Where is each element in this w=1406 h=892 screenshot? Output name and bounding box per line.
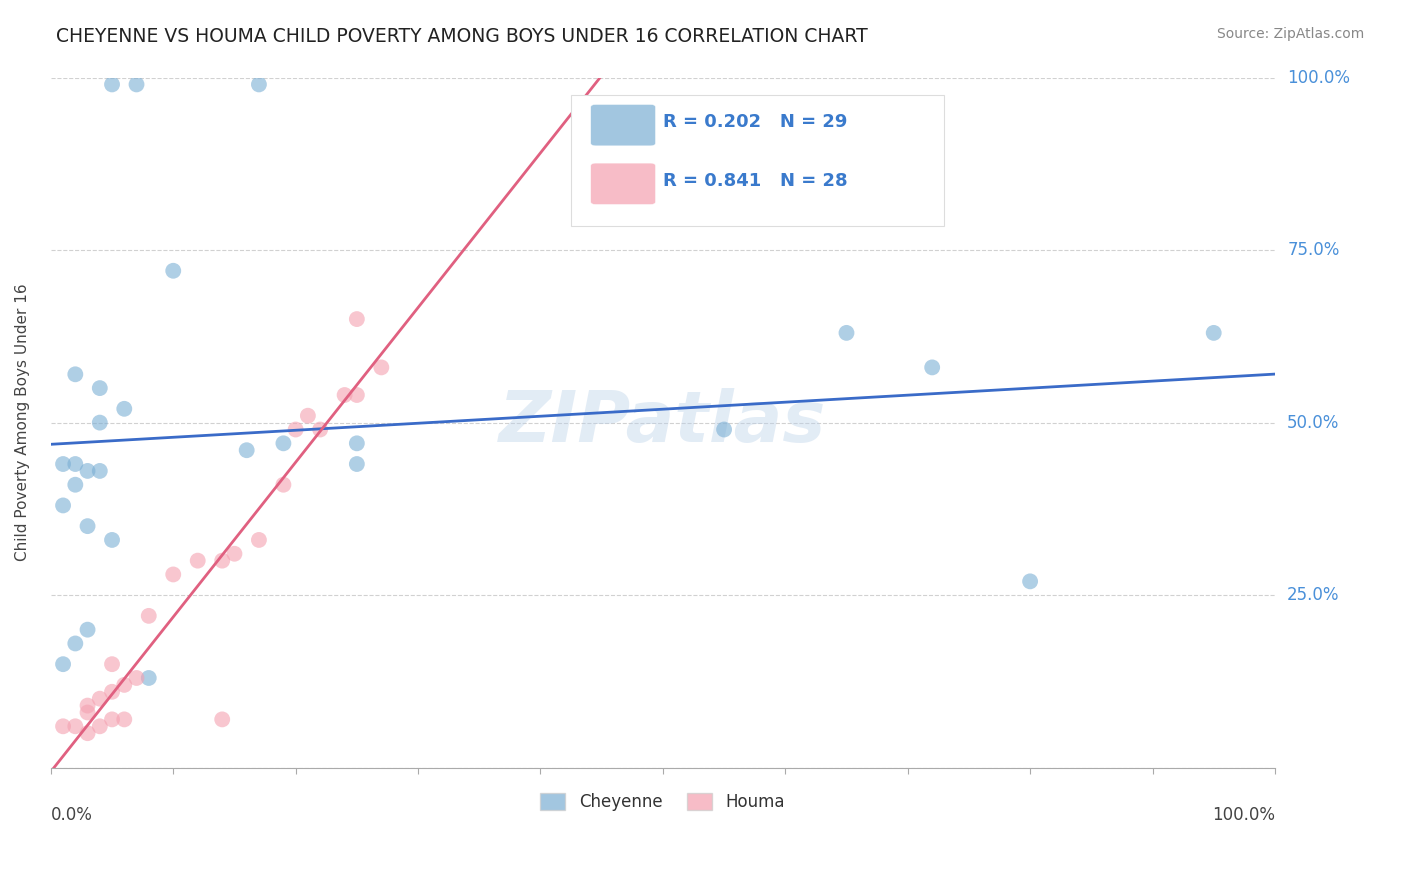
Point — [65, 636, 87, 650]
Point — [125, 671, 148, 685]
Point — [309, 423, 332, 437]
Point — [65, 457, 87, 471]
FancyBboxPatch shape — [571, 95, 945, 226]
Point — [247, 533, 270, 547]
Text: CHEYENNE VS HOUMA CHILD POVERTY AMONG BOYS UNDER 16 CORRELATION CHART: CHEYENNE VS HOUMA CHILD POVERTY AMONG BO… — [56, 27, 868, 45]
Text: 100.0%: 100.0% — [1212, 805, 1275, 823]
Point — [76, 726, 98, 740]
Point — [333, 388, 356, 402]
Text: R = 0.202   N = 29: R = 0.202 N = 29 — [662, 113, 848, 131]
Point — [1202, 326, 1225, 340]
Point — [284, 423, 307, 437]
Point — [138, 671, 160, 685]
Point — [112, 712, 135, 726]
Point — [101, 657, 124, 672]
Point — [112, 678, 135, 692]
Point — [101, 533, 124, 547]
Point — [65, 477, 87, 491]
Point — [1019, 574, 1042, 589]
Point — [187, 554, 209, 568]
Text: 75.0%: 75.0% — [1286, 241, 1340, 259]
Point — [101, 712, 124, 726]
Point — [65, 368, 87, 382]
Point — [52, 719, 75, 733]
Text: 50.0%: 50.0% — [1286, 414, 1340, 432]
Point — [211, 712, 233, 726]
Point — [224, 547, 246, 561]
Text: 0.0%: 0.0% — [51, 805, 93, 823]
Text: 25.0%: 25.0% — [1286, 586, 1340, 604]
Point — [162, 567, 184, 582]
Point — [52, 457, 75, 471]
Point — [273, 436, 295, 450]
Point — [346, 388, 368, 402]
Point — [346, 457, 368, 471]
Point — [346, 312, 368, 326]
Point — [89, 691, 111, 706]
Point — [273, 477, 295, 491]
Legend: Cheyenne, Houma: Cheyenne, Houma — [534, 787, 792, 818]
Point — [89, 719, 111, 733]
Text: ZIPatlas: ZIPatlas — [499, 388, 827, 457]
Point — [76, 623, 98, 637]
FancyBboxPatch shape — [591, 104, 655, 146]
Point — [65, 719, 87, 733]
Point — [89, 381, 111, 395]
Point — [76, 698, 98, 713]
Point — [138, 608, 160, 623]
Point — [125, 78, 148, 92]
Point — [76, 706, 98, 720]
Point — [921, 360, 943, 375]
Point — [835, 326, 858, 340]
Text: Source: ZipAtlas.com: Source: ZipAtlas.com — [1216, 27, 1364, 41]
Point — [101, 78, 124, 92]
Point — [112, 401, 135, 416]
Point — [52, 657, 75, 672]
Point — [346, 436, 368, 450]
Point — [235, 443, 257, 458]
Point — [101, 685, 124, 699]
Text: R = 0.841   N = 28: R = 0.841 N = 28 — [662, 172, 848, 190]
Point — [297, 409, 319, 423]
Point — [89, 464, 111, 478]
Y-axis label: Child Poverty Among Boys Under 16: Child Poverty Among Boys Under 16 — [15, 284, 30, 561]
Point — [247, 78, 270, 92]
Point — [76, 464, 98, 478]
Point — [370, 360, 392, 375]
Point — [52, 499, 75, 513]
Point — [211, 554, 233, 568]
FancyBboxPatch shape — [591, 163, 655, 204]
Point — [713, 423, 735, 437]
Point — [162, 264, 184, 278]
Point — [89, 416, 111, 430]
Text: 100.0%: 100.0% — [1286, 69, 1350, 87]
Point — [76, 519, 98, 533]
